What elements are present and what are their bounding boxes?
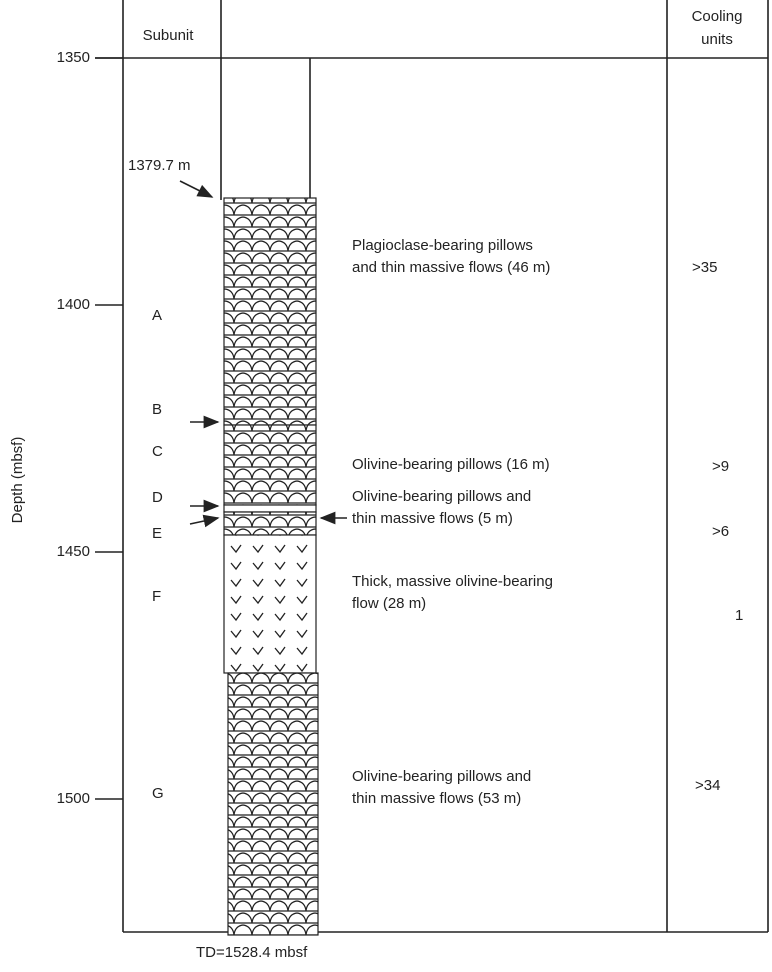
cooling-units: 1 (735, 607, 743, 624)
subunit-label: A (152, 307, 162, 324)
cooling-units: >6 (712, 523, 729, 540)
subunit-label: G (152, 785, 164, 802)
tick-label: 1400 (57, 296, 90, 313)
cooling-units: >9 (712, 458, 729, 475)
tick-label: 1350 (57, 49, 90, 66)
subunit-label: F (152, 588, 161, 605)
subunit-label: B (152, 401, 162, 418)
description: Olivine-bearing pillows and (352, 768, 531, 785)
diagram: Subunit Cooling units Depth (mbsf) 1379.… (0, 0, 772, 967)
description: Plagioclase-bearing pillows (352, 237, 533, 254)
description: Olivine-bearing pillows (16 m) (352, 456, 550, 473)
cooling-units: >35 (692, 259, 717, 276)
top-depth: 1379.7 m (128, 157, 191, 174)
header-cooling: Cooling (692, 8, 743, 25)
cooling-units: >34 (695, 777, 720, 794)
axis-label: Depth (mbsf) (9, 437, 26, 524)
total-depth: TD=1528.4 mbsf (196, 944, 308, 961)
subunit-label: C (152, 443, 163, 460)
description: thin massive flows (53 m) (352, 790, 521, 807)
description: thin massive flows (5 m) (352, 510, 513, 527)
subunit-label: D (152, 489, 163, 506)
lithology-column (224, 198, 318, 935)
tick-label: 1500 (57, 790, 90, 807)
subunit-label: E (152, 525, 162, 542)
depth-axis: 1350 1400 1450 1500 (57, 49, 123, 807)
description: Olivine-bearing pillows and (352, 488, 531, 505)
header-cooling: units (701, 31, 733, 48)
tick-label: 1450 (57, 543, 90, 560)
description: Thick, massive olivine-bearing (352, 573, 553, 590)
description: flow (28 m) (352, 595, 426, 612)
header-subunit: Subunit (143, 27, 195, 44)
description: and thin massive flows (46 m) (352, 259, 550, 276)
